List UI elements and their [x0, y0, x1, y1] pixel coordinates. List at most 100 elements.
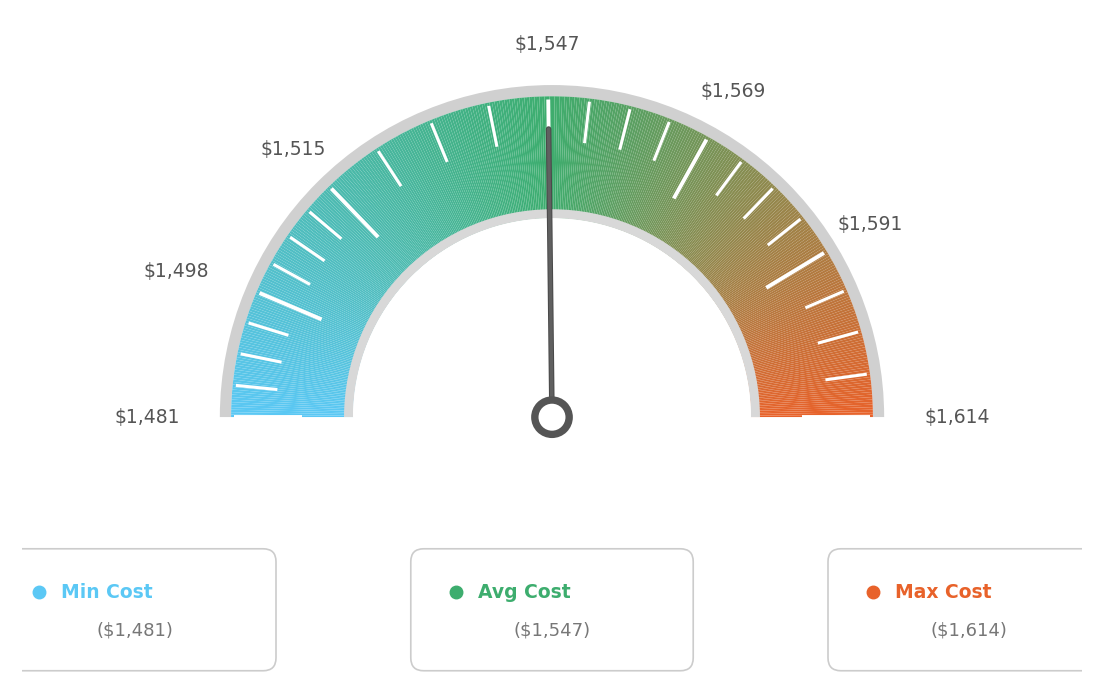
Wedge shape [585, 101, 607, 221]
Wedge shape [393, 137, 455, 244]
Wedge shape [574, 98, 590, 219]
Wedge shape [244, 325, 361, 362]
Wedge shape [261, 281, 372, 334]
Wedge shape [736, 295, 849, 342]
Wedge shape [389, 139, 452, 246]
Wedge shape [728, 267, 837, 326]
Wedge shape [427, 121, 476, 234]
Wedge shape [509, 99, 527, 220]
Wedge shape [305, 210, 400, 290]
Wedge shape [391, 139, 454, 245]
Wedge shape [231, 415, 353, 417]
Wedge shape [262, 278, 373, 333]
Wedge shape [238, 345, 358, 374]
Wedge shape [671, 161, 746, 259]
Wedge shape [463, 108, 498, 226]
Wedge shape [517, 98, 532, 219]
Wedge shape [639, 129, 696, 239]
Wedge shape [678, 168, 756, 264]
Wedge shape [655, 142, 720, 248]
Wedge shape [709, 221, 807, 297]
Wedge shape [662, 150, 732, 253]
Wedge shape [698, 199, 789, 284]
Wedge shape [263, 276, 373, 331]
Wedge shape [744, 333, 862, 366]
Wedge shape [749, 372, 870, 391]
Wedge shape [693, 192, 783, 279]
Wedge shape [731, 278, 842, 333]
Wedge shape [253, 299, 367, 346]
Wedge shape [747, 357, 868, 382]
Wedge shape [714, 230, 815, 303]
Wedge shape [250, 306, 365, 350]
Wedge shape [740, 308, 854, 351]
Wedge shape [733, 283, 845, 335]
Wedge shape [620, 116, 666, 231]
Wedge shape [669, 157, 743, 257]
Wedge shape [444, 115, 486, 230]
Wedge shape [232, 392, 353, 403]
Wedge shape [482, 104, 510, 223]
Wedge shape [365, 155, 437, 255]
Wedge shape [710, 222, 808, 298]
Wedge shape [231, 410, 353, 414]
Wedge shape [246, 318, 363, 357]
Wedge shape [750, 380, 871, 395]
Wedge shape [479, 104, 509, 224]
Wedge shape [731, 276, 841, 331]
Wedge shape [567, 97, 580, 219]
Wedge shape [404, 131, 461, 241]
Wedge shape [679, 170, 758, 265]
Wedge shape [689, 185, 775, 275]
Wedge shape [340, 175, 422, 268]
Wedge shape [450, 112, 490, 228]
Wedge shape [237, 352, 358, 378]
Wedge shape [564, 97, 575, 219]
Wedge shape [235, 364, 355, 386]
Wedge shape [712, 226, 811, 300]
Wedge shape [750, 384, 871, 399]
Wedge shape [735, 292, 849, 341]
Wedge shape [742, 320, 859, 359]
Wedge shape [652, 139, 715, 246]
Wedge shape [751, 410, 873, 414]
Wedge shape [346, 170, 425, 265]
Wedge shape [741, 313, 857, 354]
Wedge shape [312, 201, 405, 284]
Wedge shape [368, 153, 439, 255]
Wedge shape [591, 102, 617, 222]
Wedge shape [705, 213, 800, 292]
Wedge shape [373, 149, 443, 252]
Wedge shape [750, 387, 872, 400]
Wedge shape [560, 97, 567, 219]
Wedge shape [590, 102, 615, 222]
Wedge shape [344, 209, 760, 417]
Wedge shape [420, 124, 471, 236]
Wedge shape [289, 230, 390, 303]
Wedge shape [294, 224, 393, 299]
Wedge shape [353, 218, 751, 417]
Wedge shape [499, 100, 521, 221]
Wedge shape [400, 134, 459, 242]
Wedge shape [598, 105, 629, 224]
Wedge shape [657, 145, 724, 249]
Wedge shape [661, 149, 731, 252]
Wedge shape [234, 370, 355, 389]
Wedge shape [434, 118, 480, 233]
Wedge shape [744, 335, 863, 368]
Wedge shape [234, 372, 355, 391]
Wedge shape [349, 167, 427, 263]
Wedge shape [552, 97, 554, 218]
Wedge shape [578, 99, 597, 220]
Wedge shape [667, 155, 739, 255]
Wedge shape [654, 141, 718, 247]
Wedge shape [718, 239, 820, 308]
Wedge shape [624, 118, 670, 233]
Wedge shape [643, 131, 700, 241]
Wedge shape [553, 97, 558, 218]
Wedge shape [737, 299, 851, 346]
Wedge shape [284, 239, 386, 308]
Wedge shape [455, 110, 493, 228]
Text: ($1,614): ($1,614) [931, 622, 1008, 640]
Wedge shape [502, 100, 522, 221]
